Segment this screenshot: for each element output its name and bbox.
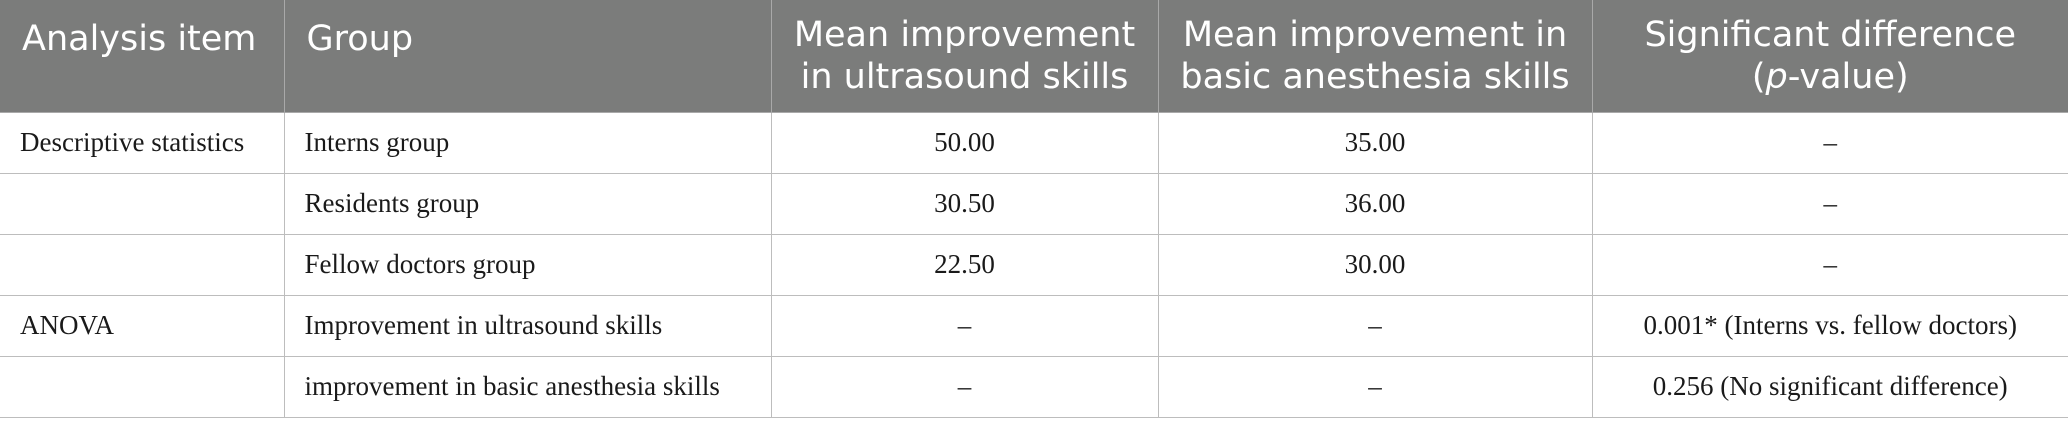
cell-mean-ultrasound: 22.50	[770, 233, 1159, 296]
header-analysis-item: Analysis item	[0, 0, 285, 113]
cell-mean-anesthesia: 36.00	[1157, 172, 1593, 235]
header-mean-ultrasound: Mean improvement in ultrasound skills	[770, 0, 1159, 113]
table-row: improvement in basic anesthesia skills –…	[0, 355, 2068, 418]
cell-mean-ultrasound: 30.50	[770, 172, 1159, 235]
results-table: Analysis item Group Mean improvement in …	[0, 0, 2068, 418]
table-body: Descriptive statistics Interns group 50.…	[0, 112, 2068, 418]
cell-mean-ultrasound: –	[770, 355, 1159, 418]
header-significance-line1: Significant difference	[1644, 14, 2017, 55]
cell-group: Improvement in ultrasound skills	[283, 294, 772, 357]
cell-group: Interns group	[283, 112, 772, 174]
header-mean-ultrasound-line2: in ultrasound skills	[800, 56, 1129, 97]
cell-significance: 0.256 (No significant difference)	[1591, 355, 2068, 418]
table-row: Fellow doctors group 22.50 30.00 –	[0, 233, 2068, 296]
cell-analysis-item: Descriptive statistics	[0, 112, 285, 174]
cell-mean-ultrasound: –	[770, 294, 1159, 357]
table-row: Descriptive statistics Interns group 50.…	[0, 112, 2068, 174]
cell-analysis-item	[0, 233, 285, 296]
header-row: Analysis item Group Mean improvement in …	[0, 0, 2068, 113]
cell-significance: –	[1591, 233, 2068, 296]
cell-group: Fellow doctors group	[283, 233, 772, 296]
cell-significance: –	[1591, 112, 2068, 174]
cell-analysis-item: ANOVA	[0, 294, 285, 357]
cell-mean-anesthesia: –	[1157, 355, 1593, 418]
header-significance-p-italic: p	[1765, 56, 1788, 97]
cell-mean-ultrasound: 50.00	[770, 112, 1159, 174]
results-table-container: Analysis item Group Mean improvement in …	[0, 0, 2068, 418]
cell-analysis-item	[0, 172, 285, 235]
cell-group: Residents group	[283, 172, 772, 235]
cell-analysis-item	[0, 355, 285, 418]
header-group: Group	[283, 0, 772, 113]
cell-mean-anesthesia: 30.00	[1157, 233, 1593, 296]
cell-significance: –	[1591, 172, 2068, 235]
header-significance: Significant difference (p-value)	[1591, 0, 2068, 113]
cell-mean-anesthesia: –	[1157, 294, 1593, 357]
header-mean-anesthesia: Mean improvement in basic anesthesia ski…	[1157, 0, 1593, 113]
table-row: ANOVA Improvement in ultrasound skills –…	[0, 294, 2068, 357]
header-mean-anesthesia-line2: basic anesthesia skills	[1180, 56, 1570, 97]
table-header: Analysis item Group Mean improvement in …	[0, 0, 2068, 113]
cell-mean-anesthesia: 35.00	[1157, 112, 1593, 174]
header-mean-ultrasound-line1: Mean improvement	[793, 14, 1136, 55]
table-row: Residents group 30.50 36.00 –	[0, 172, 2068, 235]
header-significance-p-open: (	[1751, 56, 1766, 97]
header-mean-anesthesia-line1: Mean improvement in	[1182, 14, 1568, 55]
header-significance-p-rest: -value)	[1787, 56, 1909, 97]
cell-group: improvement in basic anesthesia skills	[283, 355, 772, 418]
cell-significance: 0.001* (Interns vs. fellow doctors)	[1591, 294, 2068, 357]
